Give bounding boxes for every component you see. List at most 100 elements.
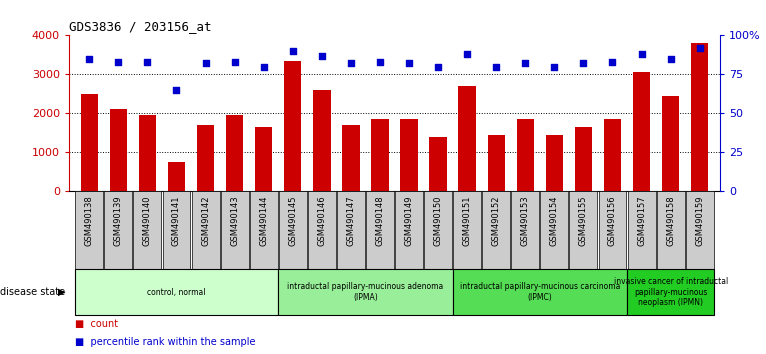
Point <box>257 64 270 69</box>
Text: intraductal papillary-mucinous carcinoma
(IPMC): intraductal papillary-mucinous carcinoma… <box>460 282 620 302</box>
Point <box>228 59 241 65</box>
Bar <box>662 96 679 191</box>
Text: invasive cancer of intraductal
papillary-mucinous
neoplasm (IPMN): invasive cancer of intraductal papillary… <box>614 277 728 307</box>
Text: GSM490153: GSM490153 <box>521 195 530 246</box>
Bar <box>104 191 133 269</box>
Text: GSM490140: GSM490140 <box>143 195 152 246</box>
Text: GSM490152: GSM490152 <box>492 195 501 246</box>
Text: GSM490144: GSM490144 <box>259 195 268 246</box>
Point <box>316 53 328 58</box>
Point <box>374 59 386 65</box>
Point <box>199 61 211 66</box>
Point <box>519 61 532 66</box>
Bar <box>133 191 162 269</box>
Bar <box>598 191 627 269</box>
Point <box>607 59 619 65</box>
Bar <box>627 269 714 315</box>
Text: intraductal papillary-mucinous adenoma
(IPMA): intraductal papillary-mucinous adenoma (… <box>287 282 444 302</box>
Bar <box>221 191 249 269</box>
Bar <box>75 191 103 269</box>
Point <box>693 45 705 51</box>
Text: GSM490151: GSM490151 <box>463 195 472 246</box>
Text: disease state: disease state <box>0 287 65 297</box>
Text: GSM490156: GSM490156 <box>608 195 617 246</box>
Point <box>286 48 299 54</box>
Text: GSM490141: GSM490141 <box>172 195 181 246</box>
Point <box>141 59 153 65</box>
Bar <box>401 119 417 191</box>
Bar <box>516 119 534 191</box>
Bar <box>250 191 277 269</box>
Bar <box>627 191 656 269</box>
Bar <box>424 191 452 269</box>
Bar <box>342 125 359 191</box>
Bar <box>278 269 453 315</box>
Text: GSM490138: GSM490138 <box>85 195 93 246</box>
Text: GSM490139: GSM490139 <box>114 195 123 246</box>
Bar <box>139 115 156 191</box>
Point <box>461 51 473 57</box>
Point <box>548 64 561 69</box>
Point <box>490 64 502 69</box>
Point <box>345 61 357 66</box>
Text: GSM490158: GSM490158 <box>666 195 675 246</box>
Text: GSM490143: GSM490143 <box>230 195 239 246</box>
Bar <box>255 127 273 191</box>
Text: GDS3836 / 203156_at: GDS3836 / 203156_at <box>69 20 211 33</box>
Point <box>578 61 590 66</box>
Text: control, normal: control, normal <box>147 287 206 297</box>
Point <box>636 51 648 57</box>
Point <box>432 64 444 69</box>
Point <box>403 61 415 66</box>
Bar <box>279 191 306 269</box>
Text: GSM490147: GSM490147 <box>346 195 355 246</box>
Text: GSM490145: GSM490145 <box>288 195 297 246</box>
Bar <box>168 162 185 191</box>
Text: ■  count: ■ count <box>75 319 119 329</box>
Point <box>83 56 96 62</box>
Text: ▶: ▶ <box>57 287 65 297</box>
Bar <box>337 191 365 269</box>
Bar <box>80 94 98 191</box>
Bar <box>453 191 481 269</box>
Bar <box>569 191 597 269</box>
Bar <box>574 127 592 191</box>
Bar <box>75 269 278 315</box>
Bar <box>691 43 709 191</box>
Text: GSM490155: GSM490155 <box>579 195 588 246</box>
Bar <box>308 191 336 269</box>
Bar <box>458 86 476 191</box>
Bar <box>483 191 510 269</box>
Bar <box>686 191 714 269</box>
Bar <box>192 191 220 269</box>
Bar <box>372 119 388 191</box>
Bar <box>633 73 650 191</box>
Point <box>113 59 125 65</box>
Bar <box>656 191 685 269</box>
Bar <box>284 61 302 191</box>
Text: GSM490154: GSM490154 <box>550 195 559 246</box>
Text: GSM490146: GSM490146 <box>317 195 326 246</box>
Bar <box>453 269 627 315</box>
Point <box>170 87 182 93</box>
Bar <box>162 191 191 269</box>
Bar <box>366 191 394 269</box>
Text: GSM490148: GSM490148 <box>375 195 385 246</box>
Point <box>664 56 676 62</box>
Bar <box>395 191 423 269</box>
Bar <box>512 191 539 269</box>
Text: ■  percentile rank within the sample: ■ percentile rank within the sample <box>75 337 256 347</box>
Bar <box>313 90 331 191</box>
Text: GSM490159: GSM490159 <box>696 195 704 246</box>
Text: GSM490157: GSM490157 <box>637 195 646 246</box>
Bar <box>487 135 505 191</box>
Bar <box>604 119 621 191</box>
Text: GSM490150: GSM490150 <box>434 195 443 246</box>
Bar <box>197 125 214 191</box>
Bar <box>545 135 563 191</box>
Text: GSM490149: GSM490149 <box>404 195 414 246</box>
Bar <box>110 109 127 191</box>
Bar <box>540 191 568 269</box>
Bar <box>430 137 447 191</box>
Bar <box>226 115 244 191</box>
